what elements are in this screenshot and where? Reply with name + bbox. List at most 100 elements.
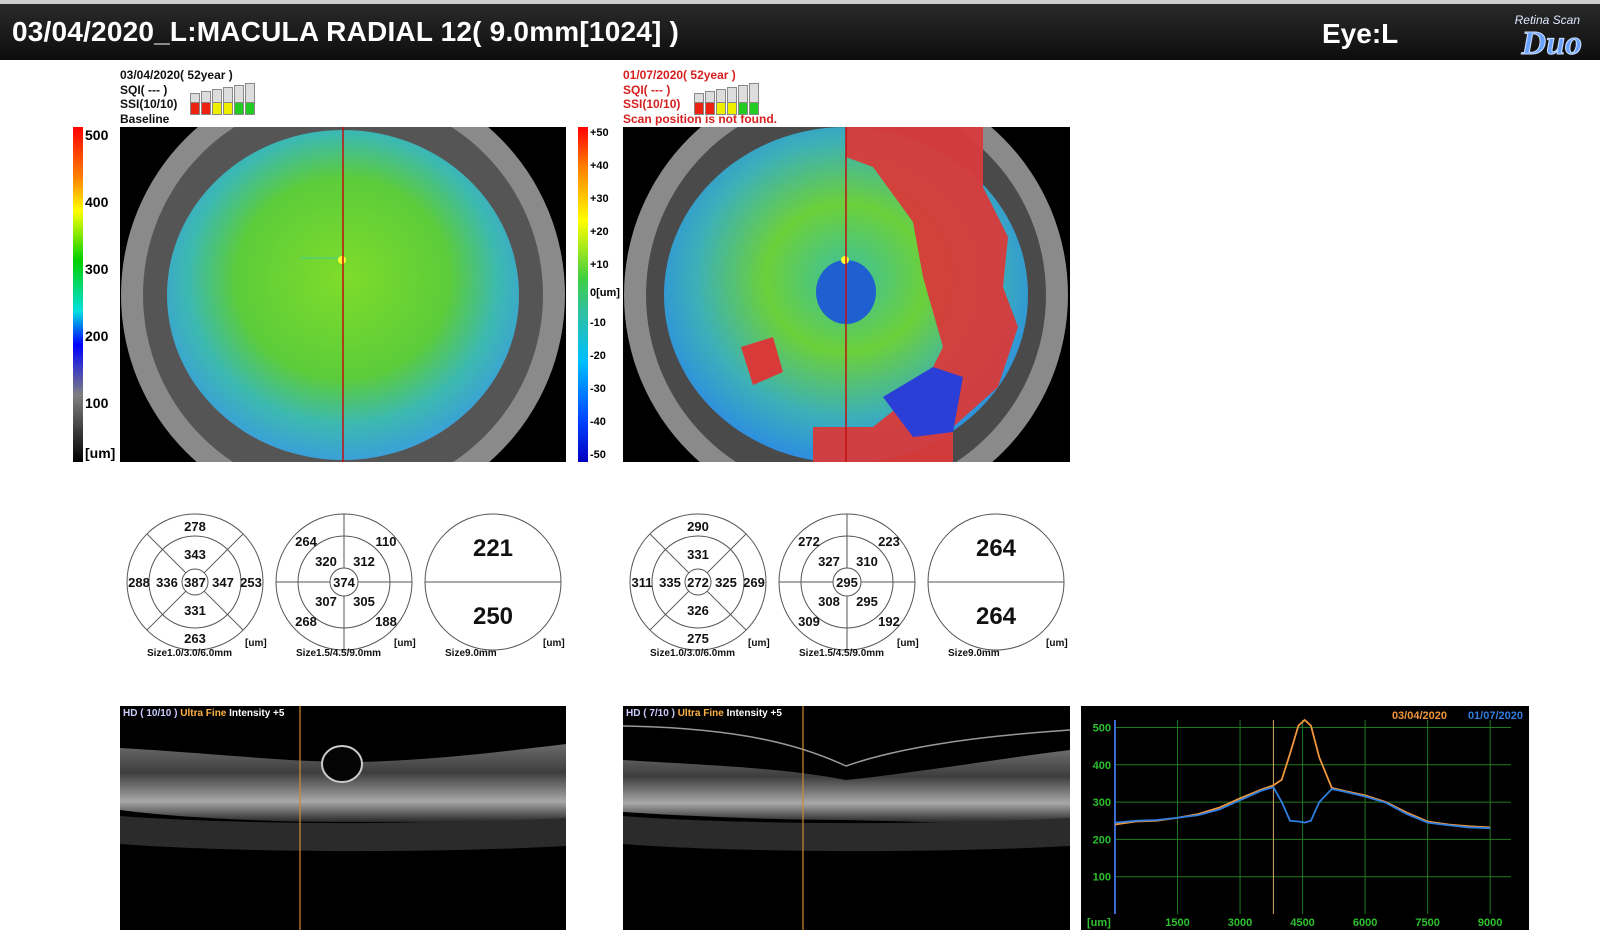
sector-value: 336 (156, 575, 178, 590)
difference-scale-label: 0[um] (590, 287, 620, 299)
sector-value: 290 (687, 519, 709, 534)
sector-value: 253 (240, 575, 262, 590)
difference-scale-label: -40 (590, 416, 606, 428)
sector-grid-caption: Size1.5/4.5/9.0mm (296, 648, 382, 659)
sector-grid-unit: [um] (394, 638, 416, 649)
baseline-ssi: SSI(10/10) (120, 97, 178, 111)
followup-note: Scan position is not found. (623, 111, 777, 126)
sector-value: 307 (315, 594, 337, 609)
sector-value: 310 (856, 554, 878, 569)
logo-small-text: Retina Scan (1515, 13, 1581, 27)
sector-value: 272 (798, 534, 820, 549)
y-tick-label: 200 (1093, 834, 1111, 846)
thickness-scale-label: 500 (85, 127, 109, 143)
sector-value: 275 (687, 631, 709, 646)
sector-value: 374 (333, 575, 355, 590)
baseline-bscan[interactable]: HD ( 10/10 ) Ultra Fine Intensity +5 (120, 706, 566, 930)
sector-value: 192 (878, 614, 900, 629)
sector-grid: 295 327 310 308 295 272 223 309 192 Size1.5/4.5/9… (777, 512, 927, 662)
sector-value: 308 (818, 594, 840, 609)
fovea-marker (338, 256, 346, 264)
baseline-info: 03/04/2020( 52year ) SQI( --- ) SSI(10/1… (120, 68, 233, 126)
x-tick-label: 4500 (1290, 917, 1314, 929)
x-tick-label: 3000 (1228, 917, 1252, 929)
sector-value: 327 (818, 554, 840, 569)
sector-grid-unit: [um] (897, 638, 919, 649)
sector-value: 347 (212, 575, 234, 590)
difference-scale-label: +40 (590, 160, 609, 172)
sector-grid-unit: [um] (245, 638, 267, 649)
thickness-scale-label: 100 (85, 395, 109, 411)
difference-scale-label: -20 (590, 350, 606, 362)
baseline-sqi: SQI( --- ) (120, 82, 168, 97)
sector-lower-value: 264 (976, 603, 1017, 630)
sector-value: 311 (632, 575, 653, 590)
sector-grid-unit: [um] (1046, 638, 1068, 649)
difference-scale-label: +10 (590, 259, 609, 271)
sector-value: 278 (184, 519, 206, 534)
sector-value: 331 (184, 603, 206, 618)
sector-value: 325 (715, 575, 737, 590)
difference-scale-label: +20 (590, 226, 609, 238)
followup-bscan[interactable]: HD ( 7/10 ) Ultra Fine Intensity +5 (623, 706, 1070, 930)
difference-color-bar (578, 127, 588, 462)
sector-value: 295 (856, 594, 878, 609)
sector-grid-unit: [um] (543, 638, 565, 649)
difference-scale-label: +30 (590, 193, 609, 205)
chart-series-group (1114, 718, 1491, 830)
eye-label: Eye:L (1322, 18, 1399, 49)
sector-value: 335 (659, 575, 681, 590)
sector-grid: 272 331 326 335 325 290 275 311 269 Size1.0/3.0/6… (628, 512, 778, 662)
bscan-mode: Ultra Fine (180, 708, 227, 719)
sector-value: 387 (184, 575, 206, 590)
x-tick-label: 9000 (1478, 917, 1502, 929)
sector-grid-caption: Size9.0mm (948, 648, 1000, 659)
difference-map[interactable] (623, 127, 1070, 462)
sector-value: 326 (687, 603, 709, 618)
retina-scan-duo-logo: Retina Scan Duo (1515, 13, 1583, 60)
thickness-scale-label: 400 (85, 194, 109, 210)
bscan-intensity: Intensity +5 (726, 708, 782, 719)
sector-value: 309 (798, 614, 820, 629)
sector-value: 188 (375, 614, 397, 629)
chart-ticks: 100 200 300 400 500 1500 3000 4500 6000 7500 9000 (1093, 722, 1503, 929)
legend-baseline: 03/04/2020 (1392, 710, 1447, 722)
sector-upper-value: 264 (976, 535, 1017, 562)
thickness-scale-unit: [um] (85, 445, 116, 461)
y-tick-label: 100 (1093, 872, 1111, 884)
thickness-scale-label: 200 (85, 328, 109, 344)
chart-xlabel: [um] (1087, 917, 1111, 929)
sector-upper-value: 221 (473, 535, 513, 562)
bscan-intensity: Intensity +5 (229, 708, 285, 719)
legend-followup: 01/07/2020 (1468, 710, 1523, 722)
sector-grid: 374 320 312 307 305 264 110 268 188 Size1.5/4.5/9… (274, 512, 424, 662)
sector-value: 110 (376, 534, 397, 549)
followup-date: 01/07/2020( 52year ) (623, 68, 736, 82)
difference-scale-label: +50 (590, 127, 609, 139)
followup-sqi: SQI( --- ) (623, 82, 671, 97)
sector-value: 312 (353, 554, 375, 569)
sector-lower-value: 250 (473, 603, 513, 630)
followup-ssi: SSI(10/10) (623, 97, 681, 111)
x-tick-label: 7500 (1415, 917, 1439, 929)
thickness-scale: 500 400 300 200 100 [um] (85, 127, 117, 462)
sector-value: 331 (687, 547, 709, 562)
thickness-color-bar (73, 127, 83, 462)
scan-title: 03/04/2020_L:MACULA RADIAL 12( 9.0mm[102… (12, 16, 680, 47)
followup-ssi-bars (694, 97, 760, 115)
series-line-0 (1114, 718, 1491, 829)
baseline-date: 03/04/2020( 52year ) (120, 68, 233, 82)
sector-grid: 387 343 331 336 347 278 263 288 253 Size1.0/3.0/6… (125, 512, 275, 662)
sector-value: 268 (295, 614, 317, 629)
sector-value: 263 (184, 631, 206, 646)
sector-value: 223 (878, 534, 900, 549)
y-tick-label: 300 (1093, 797, 1111, 809)
series-line-1 (1114, 786, 1491, 830)
bscan-hd-quality: HD ( 7/10 ) (626, 708, 675, 719)
fovea-marker (841, 256, 849, 264)
baseline-ssi-bars (190, 97, 256, 115)
bscan-mode: Ultra Fine (677, 708, 724, 719)
sector-grid: 264 264 Size9.0mm [um] (926, 512, 1076, 662)
baseline-thickness-map[interactable] (120, 127, 566, 462)
